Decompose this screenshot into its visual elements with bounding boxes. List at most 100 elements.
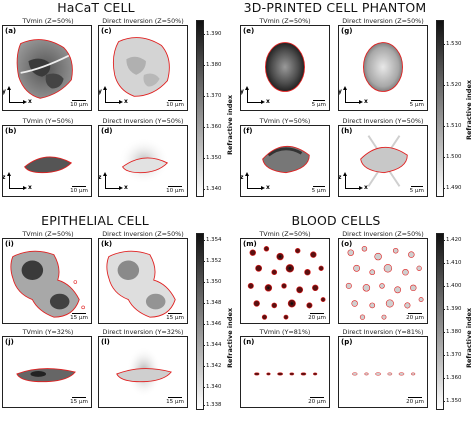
axis-label-z: z xyxy=(98,174,102,181)
axis-label-y: y xyxy=(338,88,342,95)
colorbar-tick: 1.390 xyxy=(202,31,222,37)
panel-label-a: TVmin (Z=50%) xyxy=(22,17,74,25)
scale-bar-e: 5 µm xyxy=(312,99,326,108)
panel-h: (h) z x 5 µm xyxy=(338,125,428,197)
axis-label-x: x xyxy=(266,98,270,105)
axis-label-x: x xyxy=(364,184,368,191)
colorbar-tick: 1.490 xyxy=(442,185,462,191)
colorbar-hacat xyxy=(196,20,204,197)
colorbar-label-blood: Refractive index xyxy=(465,307,473,368)
scale-bar-o: 20 µm xyxy=(406,312,424,321)
panel-j: (j) 15 µm xyxy=(2,336,92,408)
axis-label-x: x xyxy=(364,98,368,105)
panel-h-image xyxy=(360,135,408,187)
colorbar-tick: 1.360 xyxy=(442,375,462,381)
axes-indicator-xy: y x xyxy=(3,86,32,108)
axis-label-x: x xyxy=(266,184,270,191)
panel-letter-j: (j) xyxy=(5,338,14,346)
panel-g: (g) y x 5 µm xyxy=(338,25,428,111)
colorbar-tick: 1.360 xyxy=(202,124,222,130)
colorbar-tick: 1.350 xyxy=(202,279,222,285)
panel-n-image xyxy=(254,372,318,376)
axis-label-x: x xyxy=(124,184,128,191)
scale-bar-n: 20 µm xyxy=(308,396,326,405)
panel-letter-g: (g) xyxy=(341,27,353,35)
panel-label-f: TVmin (Y=50%) xyxy=(259,117,311,125)
panel-label-e: TVmin (Z=50%) xyxy=(259,17,311,25)
axis-label-z: z xyxy=(240,174,244,181)
axis-label-x: x xyxy=(28,184,32,191)
panel-letter-k: (k) xyxy=(101,240,113,248)
panel-letter-a: (a) xyxy=(5,27,17,35)
colorbar-tick: 1.380 xyxy=(442,329,462,335)
panel-d-image xyxy=(118,137,170,185)
panel-g-image xyxy=(363,42,403,92)
scale-bar-h: 5 µm xyxy=(410,185,424,194)
panel-label-l: Direct Inversion (Y=32%) xyxy=(102,328,184,336)
scale-bar-c: 10 µm xyxy=(166,99,184,108)
panel-k: (k) 15 µm xyxy=(98,238,188,324)
panel-letter-d: (d) xyxy=(101,127,113,135)
colorbar-tick: 1.370 xyxy=(202,93,222,99)
panel-f-image xyxy=(262,145,310,174)
colorbar-tick: 1.530 xyxy=(442,41,462,47)
colorbar-tick: 1.350 xyxy=(202,155,222,161)
axes-indicator-xz: z x xyxy=(3,172,32,194)
panel-label-h: Direct Inversion (Y=50%) xyxy=(342,117,424,125)
colorbar-tick: 1.352 xyxy=(202,258,222,264)
panel-j-image xyxy=(16,368,76,383)
colorbar-tick: 1.390 xyxy=(442,306,462,312)
axis-label-x: x xyxy=(28,98,32,105)
panel-c-image xyxy=(112,37,170,97)
panel-letter-n: (n) xyxy=(243,338,255,346)
panel-b-image xyxy=(24,156,73,174)
panel-p: (p) 20 µm xyxy=(338,336,428,408)
panel-label-k: Direct Inversion (Z=50%) xyxy=(102,230,184,238)
panel-o-image xyxy=(345,246,424,320)
axes-indicator-xy: y x xyxy=(99,86,128,108)
panel-a: (a) y x 10 µm xyxy=(2,25,92,111)
axis-label-y: y xyxy=(2,88,6,95)
panel-letter-h: (h) xyxy=(341,127,353,135)
colorbar-tick: 1.350 xyxy=(442,398,462,404)
panel-p-image xyxy=(352,372,416,376)
panel-m: (m) 20 µm xyxy=(240,238,330,324)
panel-letter-o: (o) xyxy=(341,240,353,248)
colorbar-tick: 1.354 xyxy=(202,237,222,243)
panel-label-g: Direct Inversion (Z=50%) xyxy=(342,17,424,25)
panel-letter-i: (i) xyxy=(5,240,14,248)
panel-c: (c) y x 10 µm xyxy=(98,25,188,111)
section-title-epithelial: EPITHELIAL CELL xyxy=(41,213,149,228)
panel-label-o: Direct Inversion (Z=50%) xyxy=(342,230,424,238)
panel-label-b: TVmin (Y=50%) xyxy=(22,117,74,125)
panel-label-m: TVmin (Z=50%) xyxy=(259,230,311,238)
panel-i: (i) 15 µm xyxy=(2,238,92,324)
colorbar-epithelial xyxy=(196,233,204,410)
scale-bar-d: 10 µm xyxy=(166,185,184,194)
axis-label-z: z xyxy=(338,174,342,181)
colorbar-tick: 1.342 xyxy=(202,363,222,369)
axes-indicator-xz: z x xyxy=(339,172,368,194)
panel-i-image xyxy=(10,250,85,318)
colorbar-blood xyxy=(436,233,444,410)
panel-label-j: TVmin (Y=32%) xyxy=(22,328,74,336)
colorbar-tick: 1.338 xyxy=(202,402,222,408)
panel-letter-e: (e) xyxy=(243,27,255,35)
panel-label-d: Direct Inversion (Y=50%) xyxy=(102,117,184,125)
panel-e: (e) y x 5 µm xyxy=(240,25,330,111)
panel-letter-m: (m) xyxy=(243,240,257,248)
colorbar-tick: 1.500 xyxy=(442,154,462,160)
colorbar-tick: 1.510 xyxy=(442,123,462,129)
axis-label-z: z xyxy=(2,174,6,181)
colorbar-phantom xyxy=(436,20,444,197)
axis-label-x: x xyxy=(124,98,128,105)
panel-b: (b) z x 10 µm xyxy=(2,125,92,197)
panel-letter-b: (b) xyxy=(5,127,17,135)
colorbar-tick: 1.346 xyxy=(202,321,222,327)
colorbar-tick: 1.410 xyxy=(442,260,462,266)
colorbar-label-hacat: Refractive index xyxy=(226,94,234,155)
scale-bar-b: 10 µm xyxy=(70,185,88,194)
panel-letter-f: (f) xyxy=(243,127,253,135)
scale-bar-m: 20 µm xyxy=(308,312,326,321)
axis-label-y: y xyxy=(240,88,244,95)
